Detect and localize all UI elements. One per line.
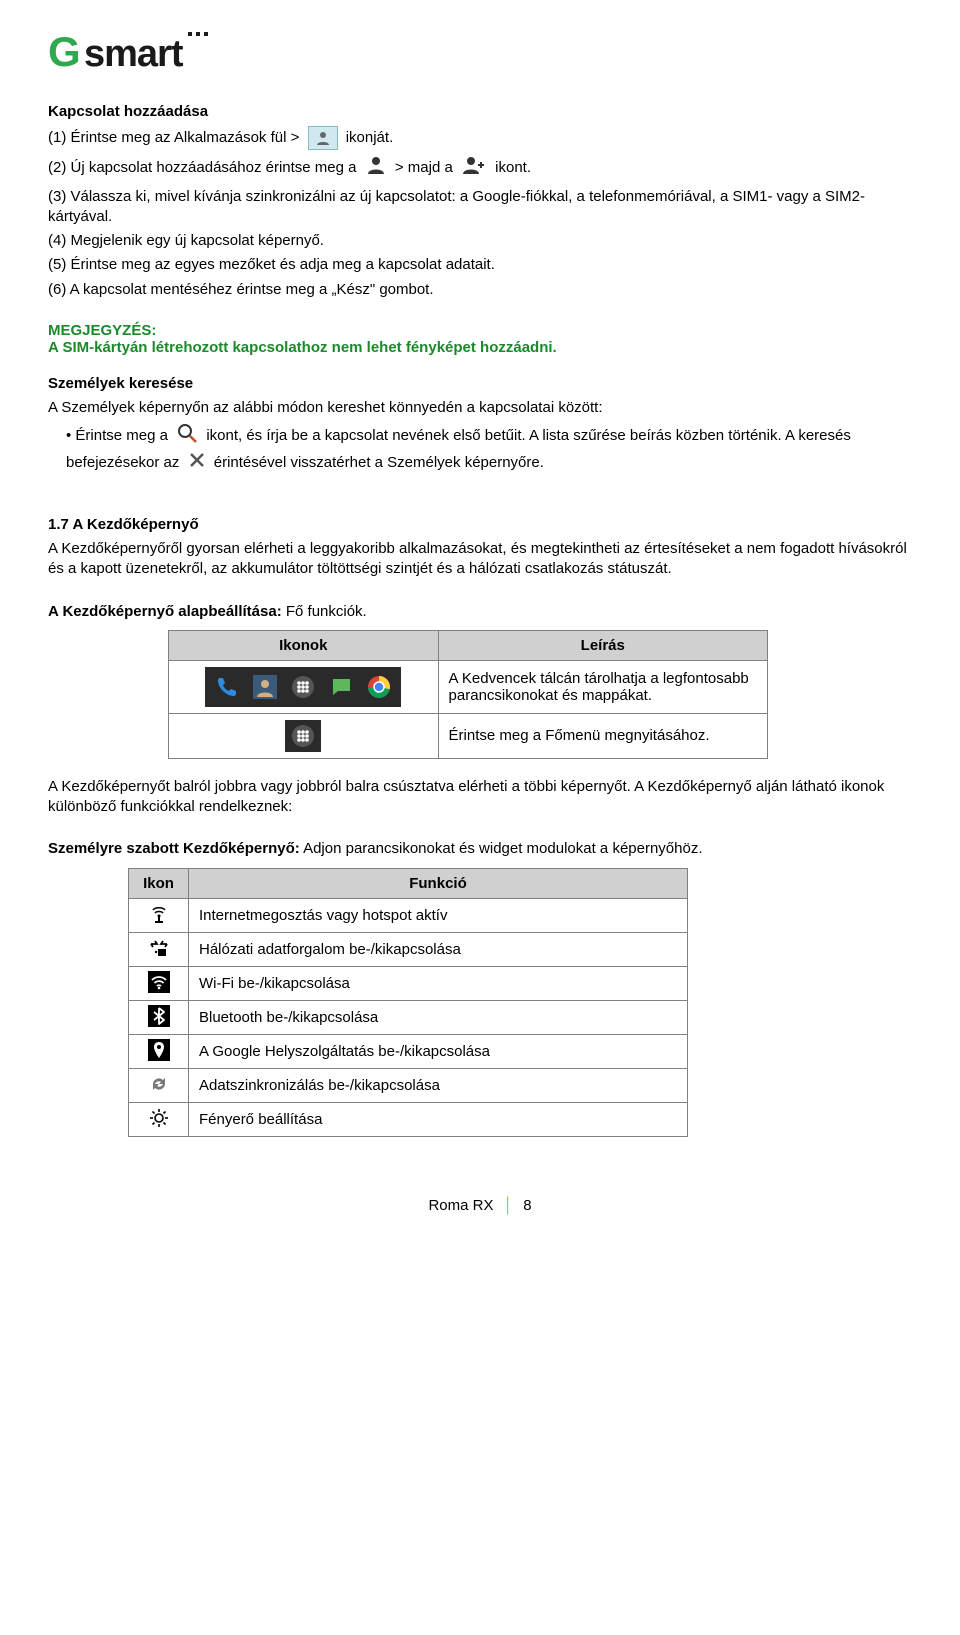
col-funkcio: Funkció	[189, 868, 688, 898]
wifi-icon	[148, 971, 170, 993]
phone-icon	[211, 671, 243, 703]
section-add-contact-title: Kapcsolat hozzáadása	[48, 103, 208, 120]
document-page: G smart Kapcsolat hozzáadása (1) Érintse…	[0, 0, 960, 1238]
table-row: Fényerő beállítása	[129, 1102, 688, 1136]
step-6: (6) A kapcsolat mentéséhez érintse meg a…	[48, 280, 912, 300]
section-homescreen-title: 1.7 A Kezdőképernyő	[48, 516, 199, 533]
step-5: (5) Érintse meg az egyes mezőket és adja…	[48, 255, 912, 275]
step-1: (1) Érintse meg az Alkalmazások fül > ik…	[48, 126, 912, 150]
gsmart-logo-svg: G smart	[48, 28, 268, 76]
person-add-icon	[461, 154, 487, 182]
page-footer: Roma RX │ 8	[48, 1197, 912, 1214]
search-icon	[176, 422, 198, 450]
footer-divider: │	[498, 1197, 519, 1214]
close-x-icon	[188, 451, 206, 475]
contacts-tile-icon	[249, 671, 281, 703]
section-homescreen: 1.7 A Kezdőképernyő A Kezdőképernyőről g…	[48, 515, 912, 622]
table-row: Wi-Fi be-/kikapcsolása	[129, 966, 688, 1000]
note-block: MEGJEGYZÉS: A SIM-kártyán létrehozott ka…	[48, 322, 912, 356]
favorites-tray-desc: A Kedvencek tálcán tárolhatja a legfonto…	[438, 660, 767, 713]
person-icon	[365, 154, 387, 182]
table-header-row: Ikon Funkció	[129, 868, 688, 898]
table-row: Internetmegosztás vagy hotspot aktív	[129, 898, 688, 932]
brand-logo: G smart	[48, 28, 912, 80]
mainmenu-desc: Érintse meg a Főmenü megnyitásához.	[438, 713, 767, 758]
footer-model: Roma RX	[428, 1197, 493, 1214]
brightness-desc: Fényerő beállítása	[189, 1102, 688, 1136]
location-icon	[148, 1039, 170, 1061]
logo-g: G	[48, 28, 81, 75]
section-search-people: Személyek keresése A Személyek képernyőn…	[48, 374, 912, 475]
datatraffic-icon	[148, 937, 170, 959]
table-row: A Google Helyszolgáltatás be-/kikapcsolá…	[129, 1034, 688, 1068]
homescreen-p1: A Kezdőképernyőről gyorsan elérheti a le…	[48, 539, 912, 580]
table-row: A Kedvencek tálcán tárolhatja a legfonto…	[169, 660, 768, 713]
location-desc: A Google Helyszolgáltatás be-/kikapcsolá…	[189, 1034, 688, 1068]
sync-icon	[148, 1073, 170, 1095]
bluetooth-desc: Bluetooth be-/kikapcsolása	[189, 1000, 688, 1034]
sync-desc: Adatszinkronizálás be-/kikapcsolása	[189, 1068, 688, 1102]
table-header-row: Ikonok Leírás	[169, 630, 768, 660]
section-swipe: A Kezdőképernyőt balról jobbra vagy jobb…	[48, 777, 912, 860]
step-4: (4) Megjelenik egy új kapcsolat képernyő…	[48, 231, 912, 251]
swipe-p1: A Kezdőképernyőt balról jobbra vagy jobb…	[48, 777, 912, 818]
hotspot-icon	[148, 903, 170, 925]
table-row: Érintse meg a Főmenü megnyitásához.	[169, 713, 768, 758]
datatraffic-desc: Hálózati adatforgalom be-/kikapcsolása	[189, 932, 688, 966]
bluetooth-icon	[148, 1005, 170, 1027]
section-search-title: Személyek keresése	[48, 375, 193, 392]
messaging-icon	[325, 671, 357, 703]
wifi-desc: Wi-Fi be-/kikapcsolása	[189, 966, 688, 1000]
step-3: (3) Válassza ki, mivel kívánja szinkroni…	[48, 187, 912, 228]
note-body: A SIM-kártyán létrehozott kapcsolathoz n…	[48, 339, 912, 356]
step-2: (2) Új kapcsolat hozzáadásához érintse m…	[48, 154, 912, 182]
favorites-tray-icon	[169, 660, 439, 713]
note-heading: MEGJEGYZÉS:	[48, 322, 912, 339]
brightness-icon	[148, 1107, 170, 1129]
table-row: Bluetooth be-/kikapcsolása	[129, 1000, 688, 1034]
icons-description-table: Ikonok Leírás A Kedvencek tálcán tárolha…	[168, 630, 768, 759]
footer-page-number: 8	[523, 1197, 531, 1214]
homescreen-p2: A Kezdőképernyő alapbeállítása: Fő funkc…	[48, 602, 912, 622]
apps-grid-icon	[287, 671, 319, 703]
hotspot-desc: Internetmegosztás vagy hotspot aktív	[189, 898, 688, 932]
search-bullet: • Érintse meg a ikont, és írja be a kapc…	[48, 422, 912, 475]
col-ikon: Ikon	[129, 868, 189, 898]
contacts-app-icon	[308, 126, 338, 150]
swipe-p2: Személyre szabott Kezdőképernyő: Adjon p…	[48, 839, 912, 859]
table-row: Adatszinkronizálás be-/kikapcsolása	[129, 1068, 688, 1102]
chrome-icon	[363, 671, 395, 703]
table-row: Hálózati adatforgalom be-/kikapcsolása	[129, 932, 688, 966]
search-p1: A Személyek képernyőn az alábbi módon ke…	[48, 398, 912, 418]
icon-function-table: Ikon Funkció Internetmegosztás vagy hots…	[128, 868, 688, 1137]
col-ikonok: Ikonok	[169, 630, 439, 660]
section-add-contact: Kapcsolat hozzáadása (1) Érintse meg az …	[48, 102, 912, 300]
logo-smart: smart	[84, 33, 184, 75]
col-leiras: Leírás	[438, 630, 767, 660]
mainmenu-icon	[169, 713, 439, 758]
